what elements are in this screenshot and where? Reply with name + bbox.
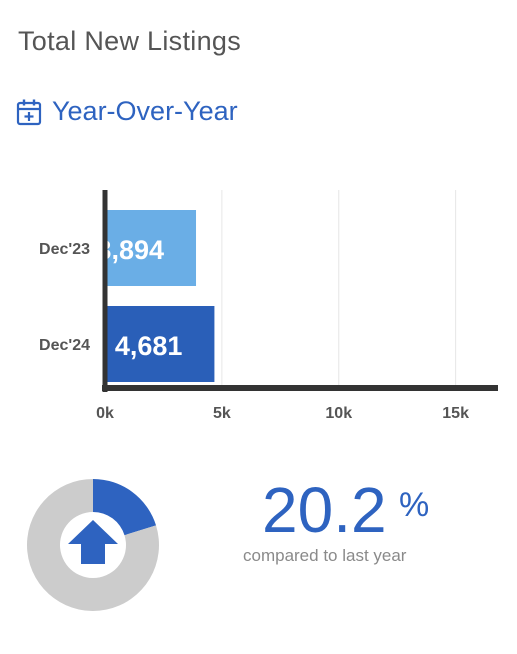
category-label: Dec'23 xyxy=(39,241,90,258)
x-tick-label: 0k xyxy=(96,405,114,422)
donut-slice xyxy=(27,479,159,611)
bar-value-label: 3,894 xyxy=(96,235,164,265)
change-percent-value: 20.2 xyxy=(262,474,387,546)
subtitle-label: Year-Over-Year xyxy=(52,96,238,126)
change-caption: compared to last year xyxy=(243,546,407,565)
donut-slice xyxy=(93,479,157,536)
percent-sign: % xyxy=(399,486,430,524)
bar xyxy=(105,306,215,382)
arrow-up-icon xyxy=(68,520,118,564)
donut-chart xyxy=(27,479,159,611)
x-tick-label: 15k xyxy=(442,405,469,422)
bar-chart: 3,894 Dec'23 4,681 Dec'24 0k 5k 10k 15k xyxy=(39,190,498,422)
subtitle: Year-Over-Year xyxy=(16,96,238,127)
page-title: Total New Listings xyxy=(18,26,241,56)
x-tick-label: 10k xyxy=(325,405,352,422)
x-tick-label: 5k xyxy=(213,405,231,422)
category-label: Dec'24 xyxy=(39,337,90,354)
calendar-plus-icon xyxy=(16,99,42,125)
bar xyxy=(105,210,197,286)
bar-value-label: 4,681 xyxy=(115,331,183,361)
